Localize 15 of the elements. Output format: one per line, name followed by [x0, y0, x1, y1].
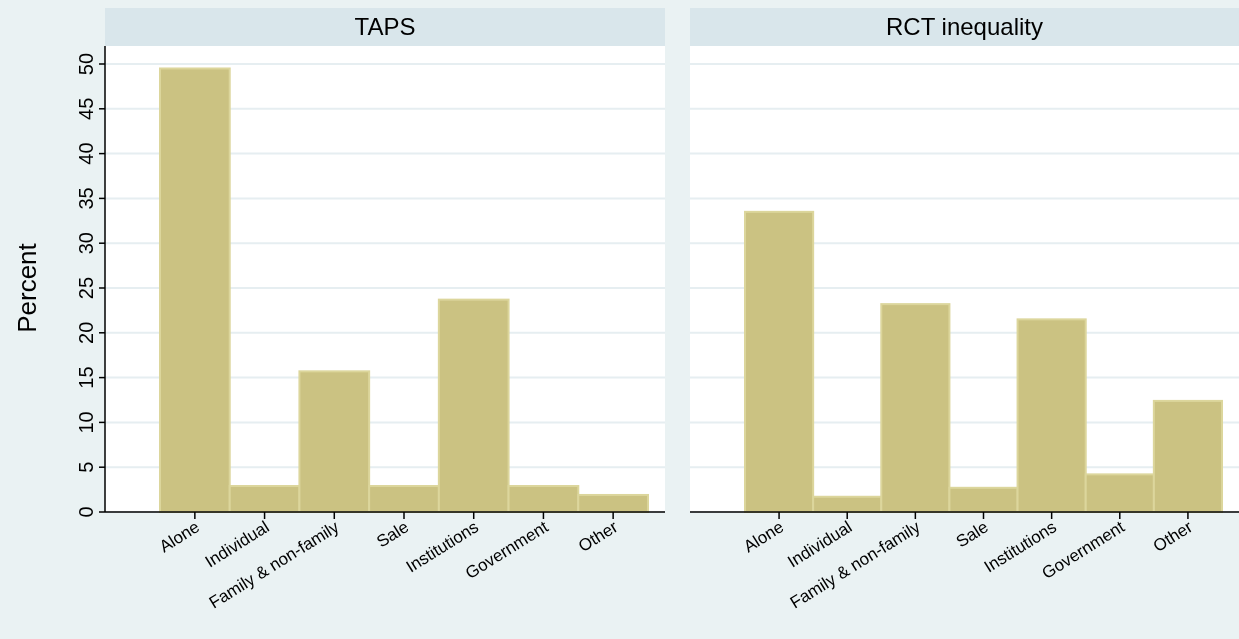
y-tick-label: 30 — [75, 232, 97, 255]
y-tick-label: 0 — [75, 506, 97, 518]
y-tick-label: 5 — [75, 461, 97, 473]
y-tick-label: 10 — [75, 411, 97, 434]
y-tick-label: 45 — [75, 97, 97, 120]
y-tick-label: 35 — [75, 187, 97, 210]
chart-title: RCT inequality — [886, 13, 1043, 40]
y-tick-label: 20 — [75, 321, 97, 344]
y-axis-title: Percent — [12, 242, 42, 333]
y-tick-label: 40 — [75, 142, 97, 165]
x-tick-label: Sale — [373, 517, 413, 552]
chart-title: TAPS — [354, 13, 416, 40]
y-tick-label: 25 — [75, 276, 97, 300]
y-tick-label: 50 — [75, 52, 97, 76]
y-tick-label: 15 — [75, 366, 97, 389]
